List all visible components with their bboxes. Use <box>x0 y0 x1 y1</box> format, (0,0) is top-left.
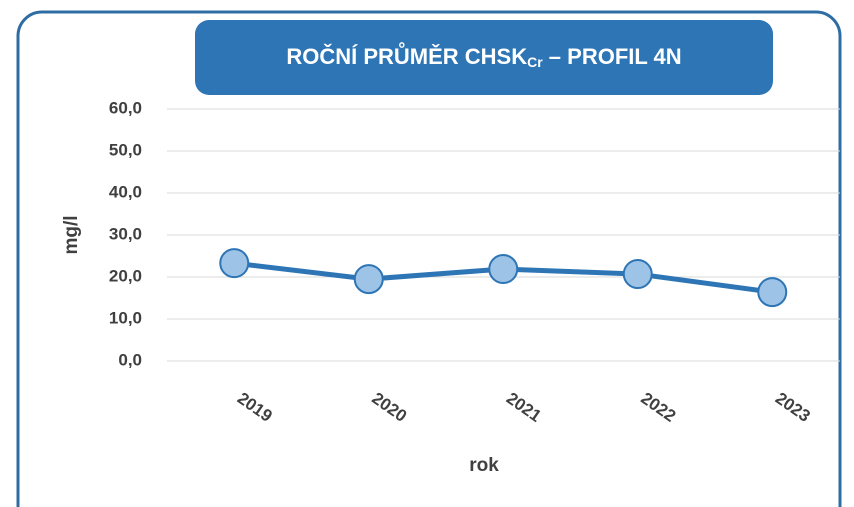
data-point <box>488 254 519 285</box>
x-axis-label: rok <box>469 455 499 476</box>
data-point <box>219 248 250 279</box>
y-tick-label: 20,0 <box>109 266 142 285</box>
title-suffix: – PROFIL 4N <box>543 44 682 69</box>
y-tick-label: 40,0 <box>109 182 142 201</box>
y-tick-label: 60,0 <box>109 98 142 117</box>
data-point <box>353 264 384 295</box>
frame <box>16 10 842 507</box>
y-tick-label: 10,0 <box>109 308 142 327</box>
title-subscript: Cr <box>527 54 543 70</box>
chart-title: ROČNÍ PRŮMĚR CHSKCr – PROFIL 4N <box>286 41 681 70</box>
data-point <box>757 277 788 308</box>
y-axis-label: mg/l <box>61 215 82 254</box>
title-main: ROČNÍ PRŮMĚR CHSK <box>286 41 527 69</box>
y-tick-label: 0,0 <box>118 350 142 369</box>
title-box <box>195 20 773 95</box>
y-tick-label: 50,0 <box>109 140 142 159</box>
data-point <box>622 259 653 290</box>
y-tick-label: 30,0 <box>109 224 142 243</box>
